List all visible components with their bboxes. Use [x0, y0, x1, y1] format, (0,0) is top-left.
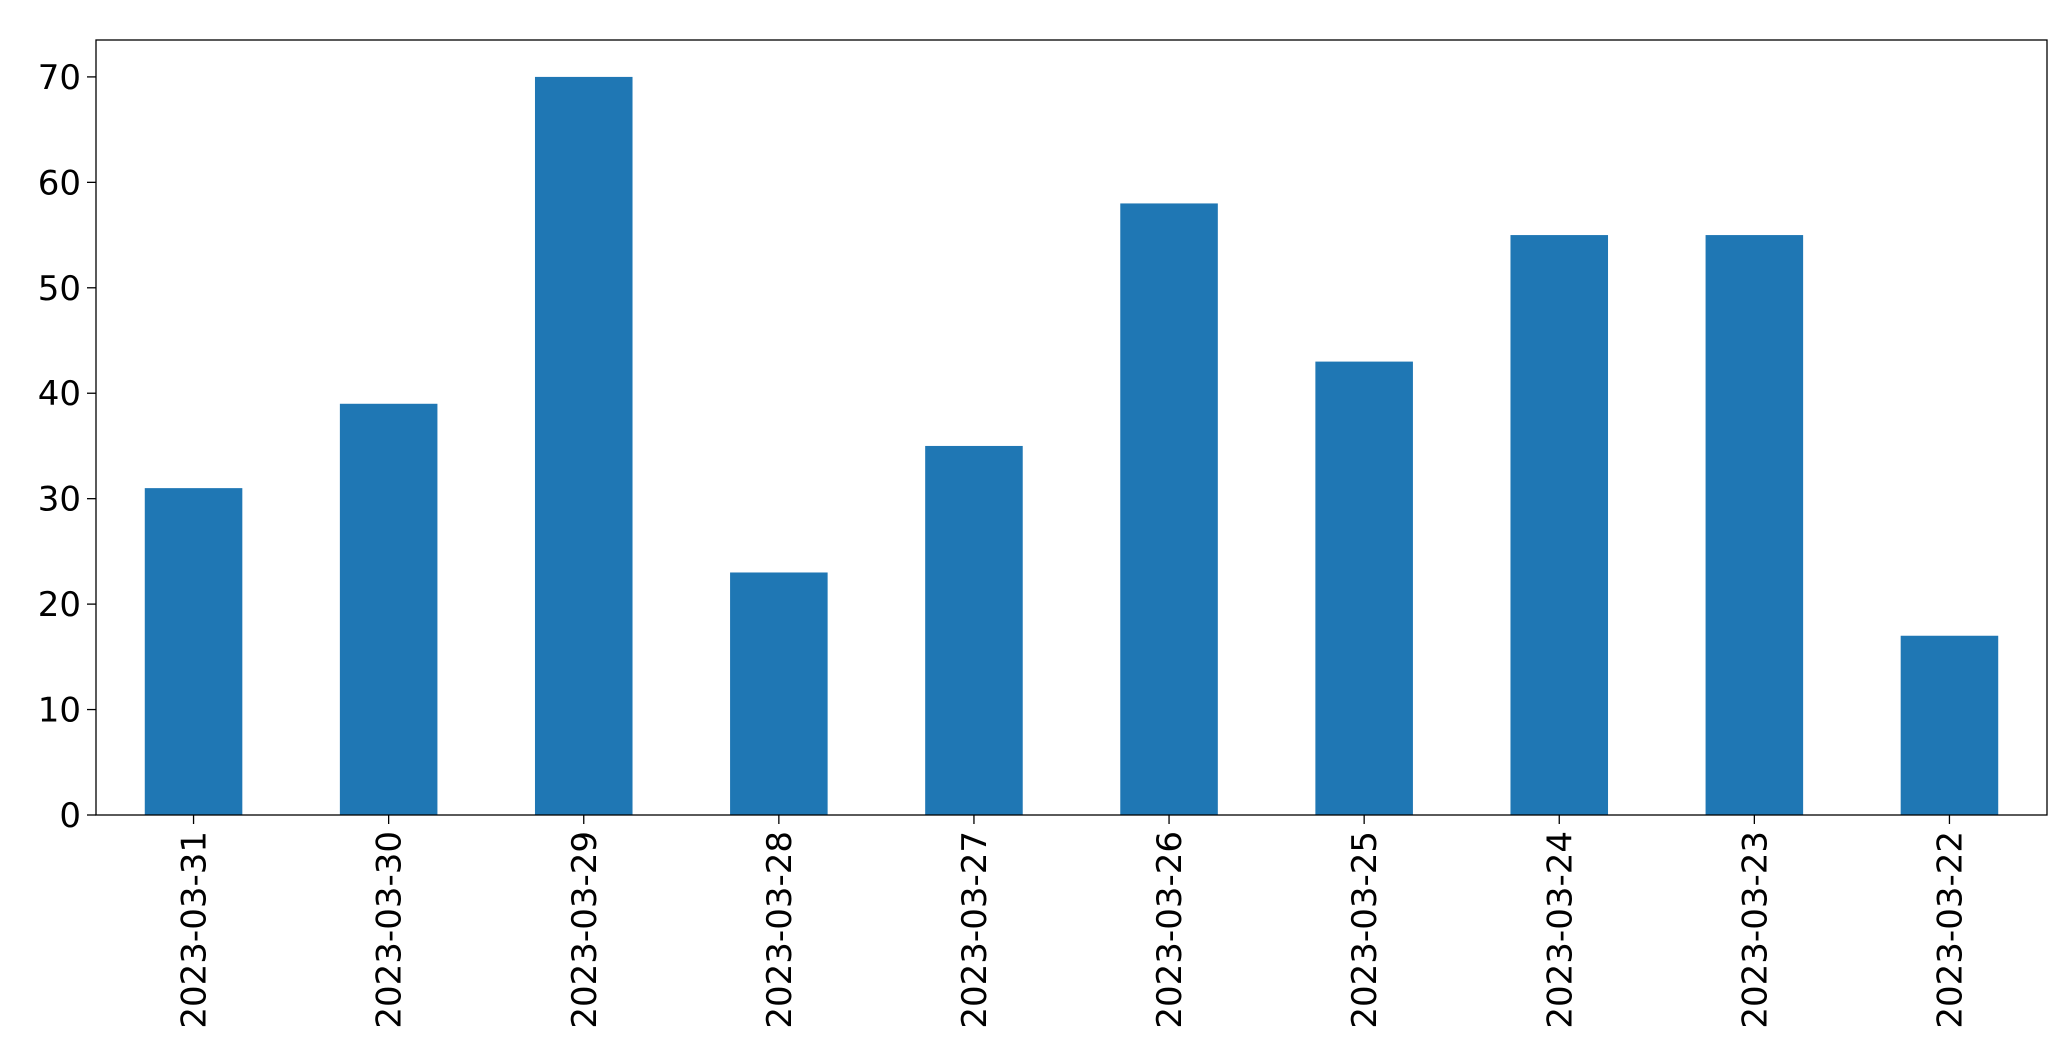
x-tick-label: 2023-03-31	[175, 831, 215, 1029]
bar	[1705, 235, 1804, 816]
bar	[925, 445, 1023, 815]
bar	[1510, 235, 1609, 816]
bar	[730, 572, 828, 815]
x-tick-label: 2023-03-29	[565, 831, 605, 1029]
bar	[339, 403, 438, 815]
y-tick-label: 0	[59, 796, 81, 836]
y-tick-label: 30	[38, 480, 81, 520]
y-tick-label: 60	[38, 163, 81, 203]
bar	[144, 488, 243, 815]
y-tick-label: 50	[38, 269, 81, 309]
y-tick-label: 10	[38, 691, 81, 731]
x-tick-label: 2023-03-26	[1150, 831, 1190, 1029]
x-tick-label: 2023-03-25	[1345, 831, 1385, 1029]
y-tick-label: 20	[38, 585, 81, 625]
bar	[534, 76, 633, 815]
plot-frame	[95, 39, 2048, 816]
x-tick-label: 2023-03-24	[1540, 831, 1580, 1029]
y-tick-label: 40	[38, 374, 81, 414]
bar	[1900, 635, 1999, 815]
y-tick-label: 70	[38, 58, 81, 98]
x-tick-label: 2023-03-30	[370, 831, 410, 1029]
x-tick-label: 2023-03-23	[1735, 831, 1775, 1029]
x-tick-label: 2023-03-27	[955, 831, 995, 1029]
bar	[1315, 361, 1413, 815]
bar	[1120, 203, 1218, 816]
x-tick-label: 2023-03-22	[1930, 831, 1970, 1029]
x-tick-label: 2023-03-28	[760, 831, 800, 1029]
